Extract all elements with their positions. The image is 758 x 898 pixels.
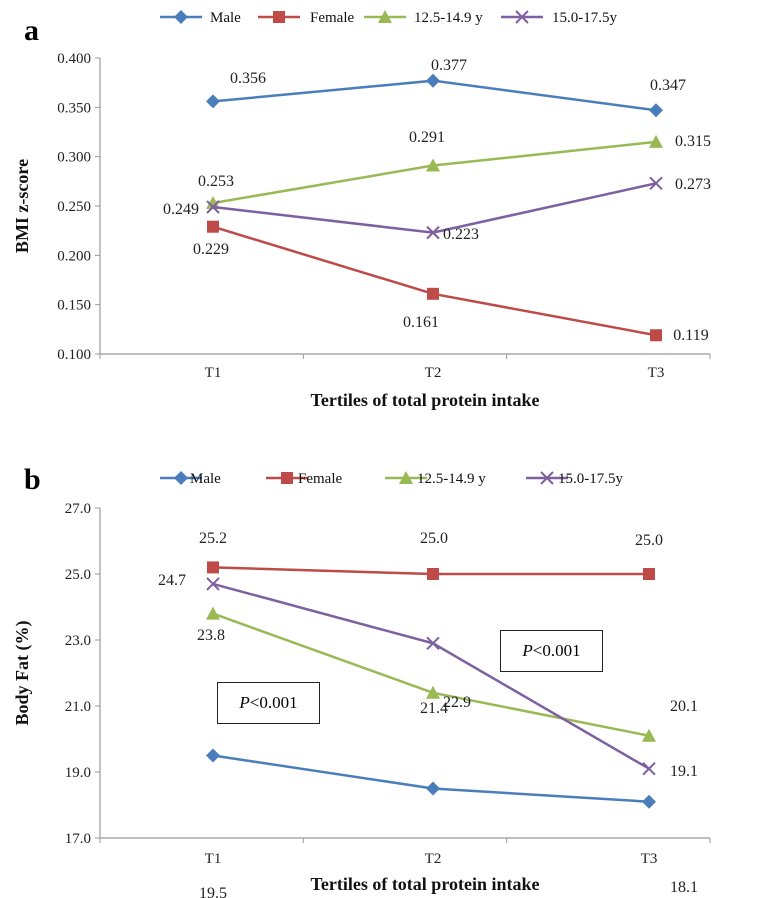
panel-letter-b: b — [24, 463, 41, 496]
x-axis-title: Tertiles of total protein intake — [311, 874, 540, 894]
y-tick-label: 0.400 — [57, 51, 91, 67]
y-axis-title: Body Fat (%) — [12, 621, 33, 726]
data-point — [426, 158, 440, 172]
data-point — [426, 225, 440, 240]
y-tick-label: 0.150 — [57, 298, 91, 314]
data-label: 25.0 — [420, 530, 448, 547]
data-point — [649, 134, 663, 148]
data-point — [642, 794, 656, 809]
data-point — [206, 200, 220, 214]
y-axis-title: BMI z-score — [12, 159, 32, 253]
data-label: 0.161 — [403, 314, 439, 331]
data-point — [649, 176, 663, 191]
data-point — [207, 220, 219, 233]
y-tick-label: 0.250 — [57, 199, 91, 215]
x-tick-label: T1 — [205, 851, 222, 867]
x-tick-label: T3 — [641, 851, 658, 867]
data-point — [642, 761, 656, 776]
legend-marker — [281, 472, 293, 484]
p-value-annotation-1: P <0.001 — [217, 682, 320, 724]
legend-label: 15.0-17.5y — [552, 10, 617, 26]
data-point — [206, 196, 220, 210]
y-tick-label: 25.0 — [65, 567, 91, 583]
x-axis-title: Tertiles of total protein intake — [311, 390, 540, 410]
data-point — [650, 329, 662, 342]
x-tick-label: T3 — [648, 365, 665, 381]
legend-label: 12.5-14.9 y — [417, 471, 486, 487]
x-tick-label: T1 — [205, 365, 222, 381]
data-label: 19.1 — [670, 763, 698, 780]
data-label: 0.119 — [673, 327, 708, 344]
data-point — [427, 568, 439, 580]
panel-letter-a: a — [24, 14, 39, 47]
legend-marker — [273, 11, 285, 23]
y-tick-label: 19.0 — [65, 765, 91, 781]
data-point — [426, 781, 440, 796]
y-tick-label: 17.0 — [65, 831, 91, 847]
x-tick-label: T2 — [425, 365, 442, 381]
data-label: 0.223 — [443, 226, 479, 243]
legend-marker — [378, 10, 392, 23]
y-tick-label: 21.0 — [65, 699, 91, 715]
legend-marker — [174, 10, 188, 24]
legend-marker — [515, 10, 529, 24]
data-label: 25.0 — [635, 532, 663, 549]
y-tick-label: 23.0 — [65, 633, 91, 649]
chart-b-svg: 17.0 19.0 21.0 23.0 25.0 27.0 T1 T2 T3 Tertiles o… — [12, 471, 711, 898]
series-line — [212, 140, 657, 205]
data-label: 0.291 — [409, 129, 445, 146]
legend-label: Male — [210, 10, 241, 26]
data-label: 0.347 — [650, 77, 686, 94]
data-label: 0.249 — [163, 201, 199, 218]
legend-marker — [399, 471, 413, 484]
legend-label: Female — [310, 10, 354, 26]
data-label: 0.273 — [675, 176, 711, 193]
data-point — [206, 748, 220, 763]
chart-panel-a: a 0.100 0.150 0.200 0.250 0.300 0.350 0.400 T1 T… — [12, 10, 711, 410]
data-point — [642, 728, 656, 742]
data-label: 21.4 — [420, 700, 448, 717]
y-tick-label: 27.0 — [65, 501, 91, 517]
data-label: 20.1 — [670, 698, 698, 715]
data-label: 19.5 — [199, 885, 227, 898]
data-point — [426, 636, 440, 651]
data-label: 0.377 — [431, 57, 467, 74]
data-point — [643, 568, 655, 580]
data-label: 0.356 — [230, 70, 266, 87]
data-point — [426, 73, 440, 88]
data-label: 22.9 — [443, 694, 471, 711]
legend-label: 12.5-14.9 y — [414, 10, 483, 26]
legend-marker — [540, 471, 554, 485]
legend-marker — [174, 471, 188, 485]
chart-panel-b: b 17.0 19.0 21.0 23.0 25.0 27.0 T1 T2 T3 Tertiles… — [0, 449, 758, 898]
data-label: 18.1 — [670, 879, 698, 896]
data-point — [206, 606, 220, 620]
series-line — [212, 754, 650, 803]
data-label: 0.253 — [198, 173, 234, 190]
y-tick-label: 0.200 — [57, 248, 91, 264]
data-label: 23.8 — [197, 627, 225, 644]
data-label: 24.7 — [158, 572, 186, 589]
chart-a-svg: 0.100 0.150 0.200 0.250 0.300 0.350 0.400 T1 T2 T… — [12, 10, 711, 410]
y-tick-label: 0.350 — [57, 100, 91, 116]
x-tick-label: T2 — [425, 851, 442, 867]
data-label: 25.2 — [199, 530, 227, 547]
data-label: 0.229 — [193, 241, 229, 258]
data-point — [427, 287, 439, 300]
data-point — [206, 577, 220, 591]
data-label: 0.315 — [675, 133, 711, 150]
legend-label: 15.0-17.5y — [558, 471, 623, 487]
data-point — [206, 94, 220, 109]
y-tick-label: 0.100 — [57, 347, 91, 363]
y-tick-label: 0.300 — [57, 150, 91, 166]
legend-label: Female — [298, 471, 342, 487]
data-point — [649, 103, 663, 118]
series-line — [212, 582, 650, 770]
data-point — [426, 685, 440, 699]
data-point — [207, 561, 219, 574]
p-value-annotation-2: P <0.001 — [500, 630, 603, 672]
legend-label: Male — [190, 471, 221, 487]
